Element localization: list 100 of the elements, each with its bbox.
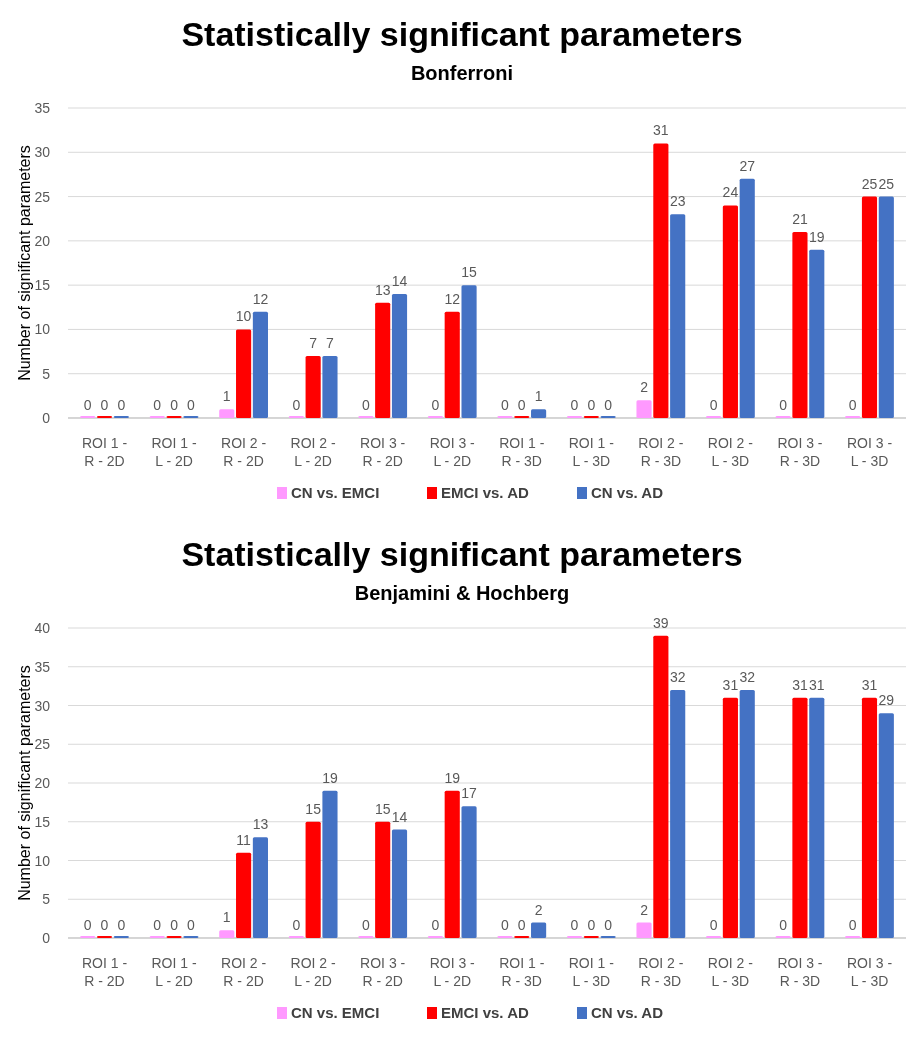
x-tick-label: ROI 3 - L - 3D: [846, 955, 893, 989]
data-label: 31: [808, 676, 825, 693]
x-tick-label: ROI 1 - L - 3D: [568, 435, 615, 469]
y-tick-label: 20: [34, 775, 51, 791]
data-label: 0: [570, 397, 579, 413]
bar: [461, 285, 477, 418]
data-label: 0: [153, 917, 162, 933]
data-label: 0: [570, 917, 579, 933]
data-label: 0: [709, 917, 718, 933]
y-tick-label: 15: [34, 277, 51, 294]
data-label: 14: [391, 273, 408, 289]
data-label: 0: [83, 397, 92, 413]
y-tick-label: 5: [42, 891, 51, 908]
data-label: 11: [236, 831, 252, 848]
y-tick-label: 25: [34, 736, 51, 753]
data-label: 25: [878, 175, 895, 192]
x-tick-label: ROI 1 - R - 3D: [499, 435, 545, 469]
bar: [375, 821, 391, 938]
data-label: 31: [861, 676, 878, 693]
bar: [670, 690, 686, 938]
data-label: 2: [534, 901, 543, 918]
bar: [236, 329, 252, 418]
bar: [636, 922, 652, 938]
data-label: 0: [100, 397, 109, 413]
legend-label: CN vs. AD: [591, 1004, 664, 1021]
bar: [531, 922, 547, 938]
y-tick-label: 20: [34, 232, 51, 249]
x-tick-label: ROI 1 - R - 3D: [499, 955, 545, 989]
data-label: 0: [100, 917, 109, 933]
data-label: 32: [669, 669, 686, 685]
x-tick-label: ROI 3 - R - 3D: [777, 955, 823, 989]
data-label: 0: [170, 397, 179, 413]
bar: [375, 302, 391, 418]
data-label: 2: [640, 901, 649, 918]
bar: [219, 409, 235, 418]
data-label: 0: [779, 397, 788, 413]
data-label: 15: [374, 800, 391, 817]
data-label: 0: [848, 397, 857, 413]
data-label: 0: [501, 397, 510, 413]
data-label: 0: [153, 397, 162, 413]
data-label: 0: [361, 917, 370, 933]
chart-subtitle: Benjamini & Hochberg: [354, 582, 570, 604]
y-tick-label: 35: [34, 658, 51, 675]
y-axis-title: Number of significant parameters: [16, 145, 33, 381]
bar: [878, 713, 894, 938]
bar: [219, 930, 235, 938]
data-label: 0: [361, 397, 370, 413]
bar: [305, 356, 321, 418]
data-label: 0: [709, 397, 718, 413]
legend-label: CN vs. EMCI: [291, 484, 380, 501]
y-tick-label: 0: [42, 930, 51, 946]
data-label: 12: [252, 290, 269, 307]
y-tick-label: 0: [42, 410, 51, 426]
bar: [391, 294, 408, 418]
legend-label: CN vs. AD: [591, 484, 664, 501]
data-label: 19: [322, 769, 338, 786]
data-label: 0: [517, 917, 526, 933]
x-tick-label: ROI 2 - L - 2D: [290, 955, 337, 989]
data-label: 1: [222, 909, 231, 926]
data-label: 0: [604, 397, 613, 413]
x-tick-label: ROI 1 - R - 2D: [81, 955, 128, 989]
x-tick-label: ROI 3 - L - 3D: [846, 435, 893, 469]
bar: [444, 790, 460, 938]
y-tick-label: 40: [34, 620, 51, 636]
bar: [861, 697, 878, 938]
data-label: 13: [252, 816, 269, 833]
bar: [236, 852, 252, 938]
data-label: 31: [722, 676, 739, 693]
x-tick-label: ROI 2 - L - 3D: [707, 955, 754, 989]
data-label: 27: [739, 157, 756, 174]
bar: [670, 214, 686, 418]
data-label: 25: [861, 175, 878, 192]
data-label: 0: [431, 917, 440, 933]
x-tick-label: ROI 3 - R - 2D: [360, 435, 406, 469]
data-label: 23: [669, 193, 686, 210]
data-label: 7: [309, 335, 318, 351]
data-label: 24: [722, 184, 739, 201]
data-label: 19: [808, 228, 825, 245]
data-label: 0: [83, 917, 92, 933]
x-tick-label: ROI 2 - R - 2D: [221, 435, 267, 469]
data-label: 0: [431, 397, 440, 413]
bar: [739, 178, 755, 418]
y-axis-title: Number of significant parameters: [16, 665, 33, 901]
data-label: 14: [391, 808, 408, 825]
data-label: 31: [653, 122, 669, 139]
bar: [653, 635, 669, 938]
y-tick-label: 35: [34, 100, 51, 116]
bar: [809, 249, 825, 418]
bar: [322, 790, 338, 938]
data-label: 39: [653, 614, 669, 631]
y-tick-label: 15: [34, 813, 51, 830]
bar: [531, 409, 547, 418]
bar: [252, 311, 268, 418]
data-label: 0: [117, 397, 126, 413]
bar: [792, 697, 808, 938]
bar: [878, 196, 894, 418]
y-tick-label: 30: [34, 144, 51, 161]
bar: [792, 232, 808, 418]
data-label: 0: [779, 917, 788, 933]
data-label: 0: [170, 917, 179, 933]
